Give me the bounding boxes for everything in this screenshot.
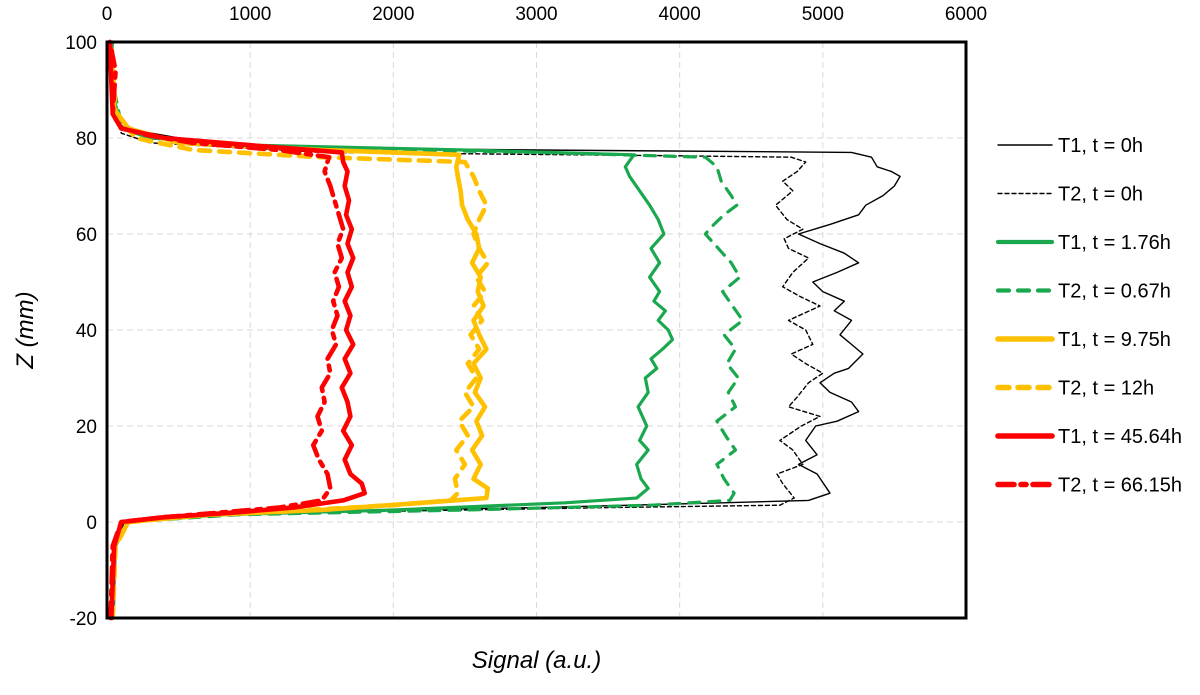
- tick-layer: 0 1000 2000 3000 4000 5000 6000 -20 0 20 40 60 80 100: [65, 4, 987, 630]
- series-layer: [107, 39, 901, 621]
- y-tick-label-4: 60: [76, 225, 97, 246]
- series-line-t2-t-66-15h: [107, 39, 346, 621]
- series-line-t2-t-0h: [110, 41, 824, 619]
- x-axis-title: Signal (a.u.): [472, 647, 601, 674]
- legend: T1, t = 0h T2, t = 0h T1, t = 1.76h T2, t =…: [995, 135, 1182, 497]
- y-tick-label-0: -20: [70, 609, 97, 630]
- x-tick-label-3: 3000: [515, 4, 557, 25]
- y-axis-title: Z (mm): [12, 291, 39, 369]
- x-tick-label-0: 0: [102, 4, 113, 25]
- series-line-t2-t-0-67h: [109, 40, 745, 620]
- x-tick-label-2: 2000: [372, 4, 414, 25]
- y-tick-label-6: 100: [65, 33, 97, 54]
- series-line-t1-t-45-64h: [107, 39, 367, 621]
- y-tick-label-1: 0: [86, 513, 97, 534]
- grid-layer: [107, 42, 966, 618]
- legend-label-t1-t-9-75h: T1, t = 9.75h: [1058, 329, 1171, 351]
- series-line-t2-t-12h: [109, 39, 491, 621]
- legend-label-t2-t-12h: T2, t = 12h: [1058, 378, 1154, 400]
- x-tick-label-4: 4000: [659, 4, 701, 25]
- series-line-t1-t-9-75h: [107, 39, 491, 621]
- legend-label-t2-t-0-67h: T2, t = 0.67h: [1058, 281, 1171, 303]
- y-tick-label-5: 80: [76, 129, 97, 150]
- series-line-t1-t-0h: [109, 41, 901, 619]
- x-tick-label-5: 5000: [802, 4, 844, 25]
- x-tick-label-1: 1000: [229, 4, 271, 25]
- y-tick-label-3: 40: [76, 321, 97, 342]
- y-tick-label-2: 20: [76, 417, 97, 438]
- legend-label-t2-t-0h: T2, t = 0h: [1058, 184, 1143, 206]
- legend-label-t1-t-45-64h: T1, t = 45.64h: [1058, 426, 1182, 448]
- legend-label-t1-t-0h: T1, t = 0h: [1058, 135, 1143, 157]
- legend-label-t2-t-66-15h: T2, t = 66.15h: [1058, 475, 1182, 497]
- plot-frame: [105, 40, 968, 620]
- legend-label-t1-t-1-76h: T1, t = 1.76h: [1058, 232, 1171, 254]
- x-tick-label-6: 6000: [945, 4, 987, 25]
